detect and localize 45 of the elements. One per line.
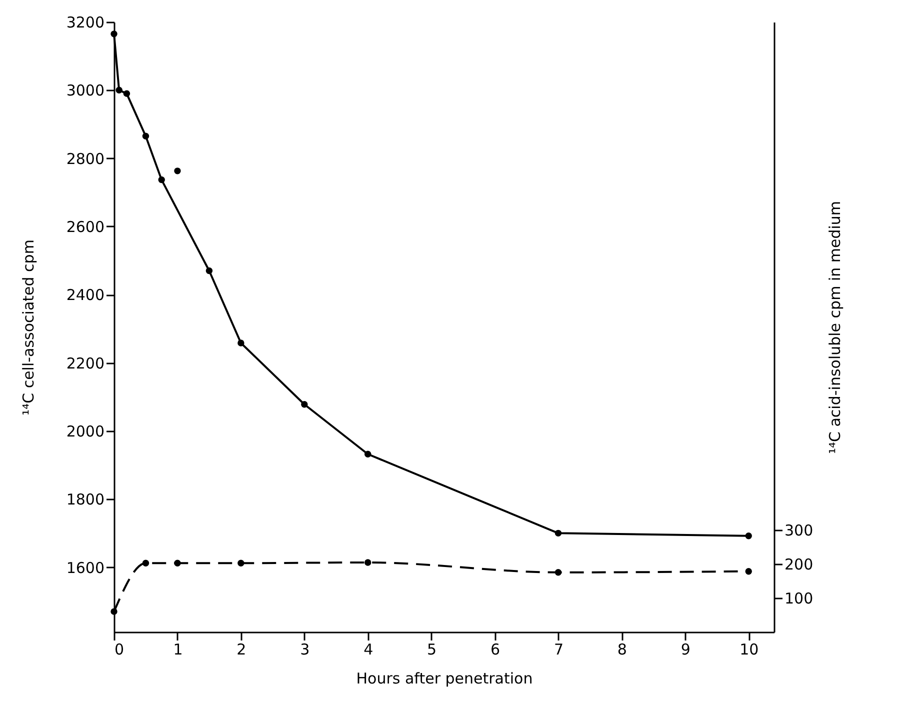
y-tick-label: 2400 [66, 286, 104, 304]
y-tick-label: 2600 [66, 218, 104, 236]
x-tick-label: 4 [364, 640, 374, 658]
point [174, 168, 181, 174]
y-tick-label: 1800 [66, 490, 104, 509]
x-tick-label: 1 [173, 640, 183, 658]
y-tick-label: 2800 [66, 150, 104, 168]
point [116, 86, 122, 94]
y2-axis-title: ¹⁴C acid-insoluble cpm in medium [826, 200, 844, 454]
x-tick-label: 5 [427, 640, 437, 658]
point [206, 267, 213, 274]
point [110, 30, 118, 38]
point [554, 530, 562, 537]
y-axis-title: ¹⁴C cell-associated cpm [19, 240, 38, 416]
x-tick-label: 9 [680, 640, 690, 658]
x-tick-label: 2 [236, 640, 246, 658]
point [174, 560, 181, 567]
point [745, 532, 752, 540]
point [238, 340, 244, 346]
x-axis-title: Hours after penetration [356, 670, 533, 688]
x-tick-label: 10 [740, 640, 759, 658]
y-tick-label: 3200 [66, 14, 104, 32]
point [110, 608, 118, 615]
point [123, 90, 130, 97]
point [364, 559, 372, 566]
point [745, 568, 752, 575]
point [158, 176, 165, 184]
y-tick-label: 2200 [66, 354, 104, 372]
x-tick-label: 0 [114, 640, 124, 658]
point [301, 401, 308, 408]
point [238, 560, 244, 567]
y-tick-label: 2000 [66, 422, 104, 440]
x-tick-label: 8 [617, 640, 627, 658]
y2-tick-label: 300 [784, 521, 814, 540]
x-tick-label: 7 [554, 640, 564, 658]
point [142, 560, 150, 567]
x-tick-label: 3 [300, 640, 310, 658]
y-tick-label: 1600 [66, 558, 104, 577]
y2-tick-label: 100 [784, 589, 814, 608]
y-tick-label: 3000 [66, 82, 104, 100]
x-tick-label: 6 [490, 640, 500, 658]
point [142, 132, 150, 140]
y2-tick-label: 200 [784, 555, 814, 574]
point [554, 569, 562, 576]
point [364, 450, 372, 458]
